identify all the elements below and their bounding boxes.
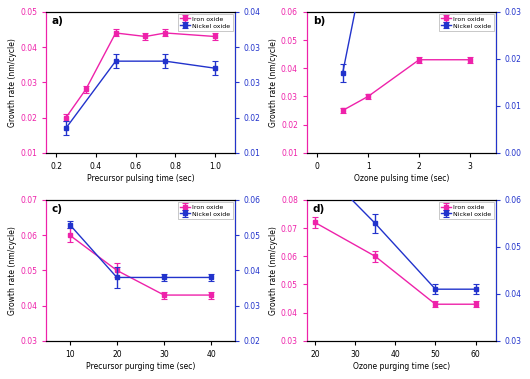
Text: b): b) bbox=[313, 16, 325, 26]
Legend: Iron oxide, Nickel oxide: Iron oxide, Nickel oxide bbox=[439, 14, 494, 31]
Text: a): a) bbox=[52, 16, 64, 26]
Text: c): c) bbox=[52, 204, 63, 214]
Legend: Iron oxide, Nickel oxide: Iron oxide, Nickel oxide bbox=[178, 14, 233, 31]
X-axis label: Precursor pulsing time (sec): Precursor pulsing time (sec) bbox=[87, 174, 195, 183]
X-axis label: Ozone pulsing time (sec): Ozone pulsing time (sec) bbox=[354, 174, 449, 183]
Y-axis label: Growth rate (nm/cycle): Growth rate (nm/cycle) bbox=[8, 38, 17, 127]
X-axis label: Precursor purging time (sec): Precursor purging time (sec) bbox=[86, 362, 195, 371]
Y-axis label: Growth rate (nm/cycle): Growth rate (nm/cycle) bbox=[269, 38, 278, 127]
Text: d): d) bbox=[313, 204, 325, 214]
Y-axis label: Growth rate (nm/cycle): Growth rate (nm/cycle) bbox=[269, 226, 278, 315]
Y-axis label: Growth rate (nm/cycle): Growth rate (nm/cycle) bbox=[8, 226, 17, 315]
Legend: Iron oxide, Nickel oxide: Iron oxide, Nickel oxide bbox=[439, 202, 494, 219]
Legend: Iron oxide, Nickel oxide: Iron oxide, Nickel oxide bbox=[178, 202, 233, 219]
X-axis label: Ozone purging time (sec): Ozone purging time (sec) bbox=[353, 362, 450, 371]
